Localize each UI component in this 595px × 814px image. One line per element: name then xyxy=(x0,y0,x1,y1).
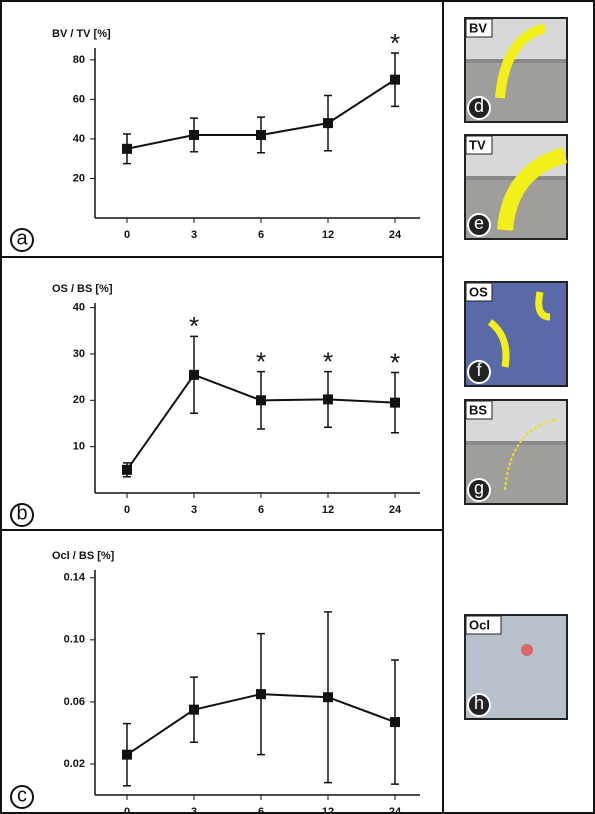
image-letter: e xyxy=(474,213,484,233)
x-tick-label: 3 xyxy=(191,504,197,516)
image-label: BV xyxy=(469,20,487,35)
y-tick-label: 80 xyxy=(73,54,85,66)
marker xyxy=(390,397,400,408)
x-tick-label: 12 xyxy=(322,229,334,241)
panel-badge xyxy=(10,785,34,809)
x-tick-label: 12 xyxy=(322,504,334,516)
panel-label: c xyxy=(17,784,27,806)
y-tick-label: 40 xyxy=(73,133,85,145)
letter-badge xyxy=(467,213,491,237)
label-box xyxy=(465,615,502,635)
letter-badge xyxy=(467,478,491,502)
x-tick-label: 3 xyxy=(191,229,197,241)
marker xyxy=(323,692,333,703)
image-letter: h xyxy=(474,693,484,713)
x-tick-label: 24 xyxy=(389,504,402,516)
significance: * xyxy=(390,28,400,58)
chart-title: OS / BS [%] xyxy=(52,283,113,295)
significance: * xyxy=(390,347,400,377)
image-panel: TV e xyxy=(464,134,568,240)
image-panel: BV d xyxy=(464,17,568,123)
image-panel: Ocl h xyxy=(464,614,568,720)
highlight xyxy=(535,291,551,321)
y-tick-label: 0.14 xyxy=(64,572,86,584)
panel-label: b xyxy=(16,502,27,524)
significance: * xyxy=(189,311,199,341)
x-tick-label: 12 xyxy=(322,806,334,814)
marker xyxy=(256,129,266,140)
x-tick-label: 6 xyxy=(258,229,264,241)
label-box xyxy=(465,400,493,420)
marker xyxy=(256,689,266,700)
significance: * xyxy=(323,346,333,376)
x-tick-label: 24 xyxy=(389,229,402,241)
y-tick-label: 30 xyxy=(73,348,85,360)
marker xyxy=(189,704,199,715)
y-tick-label: 0.06 xyxy=(64,696,85,708)
y-tick-label: 10 xyxy=(73,441,85,453)
y-tick-label: 40 xyxy=(73,302,85,314)
image-letter: d xyxy=(474,96,484,116)
y-tick-label: 0.10 xyxy=(64,634,85,646)
chart-title: Ocl / BS [%] xyxy=(52,550,115,562)
image-label: OS xyxy=(469,284,488,299)
image-letter: g xyxy=(474,478,484,498)
panel-badge xyxy=(10,503,34,527)
highlight xyxy=(497,147,568,231)
highlight xyxy=(495,23,547,99)
marker xyxy=(323,118,333,129)
x-tick-label: 0 xyxy=(124,806,130,814)
x-tick-label: 24 xyxy=(389,806,402,814)
marker xyxy=(122,749,132,760)
x-tick-label: 6 xyxy=(258,806,264,814)
y-tick-label: 60 xyxy=(73,93,85,105)
marker xyxy=(256,395,266,406)
letter-badge xyxy=(467,693,491,717)
panel-badge xyxy=(10,228,34,252)
image-panel: OS f xyxy=(464,281,568,387)
y-tick-label: 0.02 xyxy=(64,758,85,770)
y-tick-label: 20 xyxy=(73,394,85,406)
image-label: TV xyxy=(469,137,486,152)
image-label: Ocl xyxy=(469,617,490,632)
highlight xyxy=(487,319,510,368)
letter-badge xyxy=(467,96,491,120)
marker xyxy=(390,74,400,85)
highlight xyxy=(504,419,556,491)
label-box xyxy=(465,135,493,155)
x-tick-label: 0 xyxy=(124,229,130,241)
label-box xyxy=(465,282,493,302)
marker xyxy=(122,143,132,154)
x-tick-label: 0 xyxy=(124,504,130,516)
image-panel: BS g xyxy=(464,399,568,505)
image-label: BS xyxy=(469,402,487,417)
label-box xyxy=(465,18,493,38)
y-tick-label: 20 xyxy=(73,172,85,184)
marker xyxy=(189,129,199,140)
x-tick-label: 6 xyxy=(258,504,264,516)
x-tick-label: 3 xyxy=(191,806,197,814)
marker xyxy=(323,394,333,405)
stain xyxy=(521,644,533,656)
marker xyxy=(390,717,400,728)
chart-title: BV / TV [%] xyxy=(52,28,111,40)
marker xyxy=(189,369,199,380)
significance: * xyxy=(256,346,266,376)
image-letter: f xyxy=(476,360,482,380)
marker xyxy=(122,464,132,475)
letter-badge xyxy=(467,360,491,384)
panel-label: a xyxy=(16,227,28,249)
